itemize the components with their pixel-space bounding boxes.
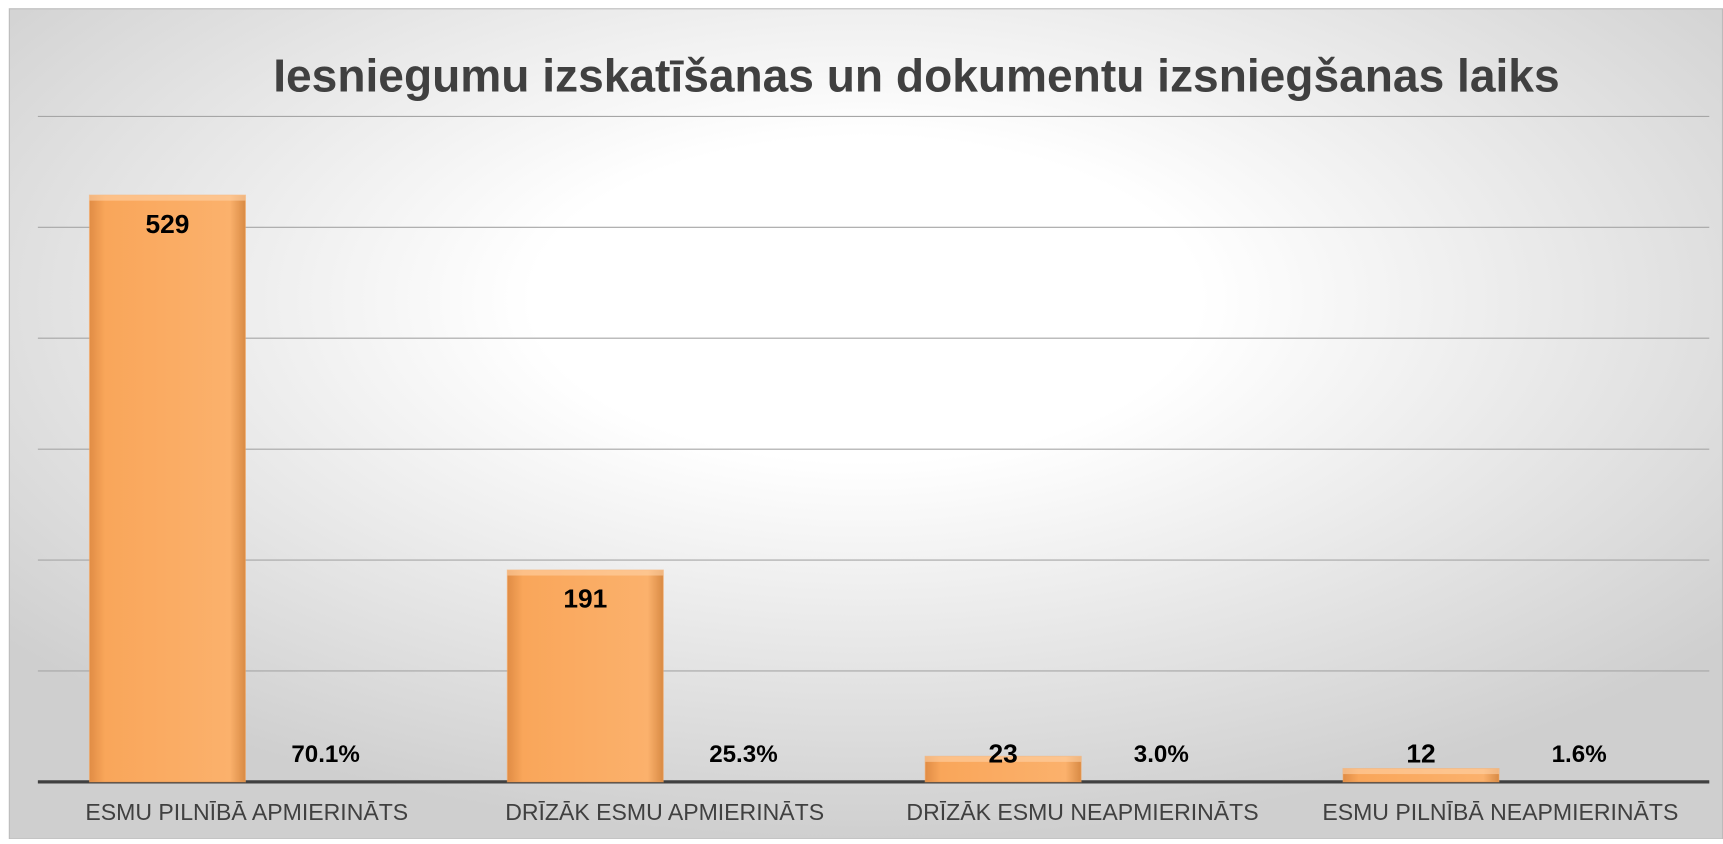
chart-title: Iesniegumu izskatīšanas un dokumentu izs…: [273, 49, 1559, 101]
x-tick-label: ESMU PILNĪBĀ NEAPMIERINĀTS: [1322, 799, 1678, 825]
percent-label: 3.0%: [1134, 741, 1189, 768]
percent-label: 25.3%: [709, 741, 777, 768]
bar-bevel: [1343, 768, 1499, 775]
x-tick-label: DRĪZĀK ESMU APMIERINĀTS: [505, 799, 824, 825]
bar-bevel: [507, 570, 664, 576]
data-label: 529: [145, 209, 189, 239]
data-label: 191: [563, 584, 607, 614]
percent-label: 70.1%: [291, 741, 359, 768]
bar: [506, 569, 664, 783]
x-tick-label: ESMU PILNĪBĀ APMIERINĀTS: [85, 799, 408, 825]
bar-bevel: [89, 195, 246, 201]
chart-background: [8, 8, 1723, 840]
data-label: 23: [989, 738, 1018, 768]
x-tick-label: DRĪZĀK ESMU NEAPMIERINĀTS: [906, 799, 1258, 825]
percent-label: 1.6%: [1552, 741, 1607, 768]
data-label: 12: [1406, 738, 1435, 768]
bar: [88, 194, 246, 783]
bar-bevel: [925, 756, 1082, 762]
